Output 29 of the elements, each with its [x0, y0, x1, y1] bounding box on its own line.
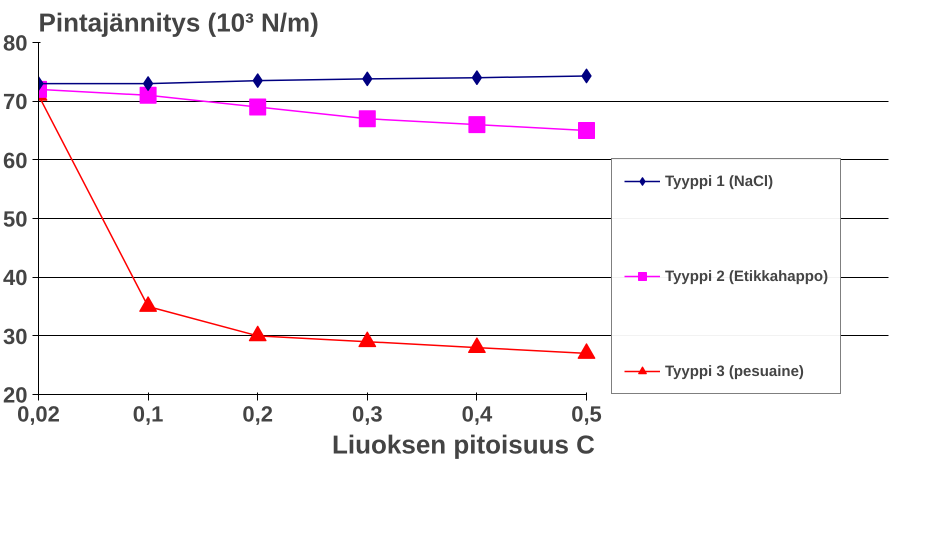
point: [578, 343, 596, 359]
point: [140, 86, 157, 104]
x-tick-label: 0,5: [571, 402, 602, 426]
point: [139, 296, 158, 312]
x-tick-label: 0,1: [132, 402, 164, 426]
point: [358, 110, 376, 128]
y-tick-label: 60: [3, 148, 28, 173]
chart-title: Pintajännitys (10³ N/m): [38, 8, 319, 38]
y-tick-label: 80: [3, 30, 28, 56]
x-tick-label: 0,3: [352, 402, 383, 426]
point: [249, 98, 266, 116]
y-tick-label: 50: [3, 206, 28, 232]
point: [248, 326, 267, 342]
point: [472, 70, 482, 86]
x-axis-title: Liuoksen pitoisuus C: [332, 430, 596, 460]
legend-label: Tyyppi 3 (pesuaine): [665, 362, 804, 380]
y-tick-label: 70: [3, 89, 28, 114]
legend-label: Tyyppi 1 (NaCl): [665, 172, 774, 190]
y-tick-label: 30: [3, 324, 28, 349]
point: [468, 337, 486, 353]
point: [468, 116, 486, 134]
x-tick-label: 0,2: [242, 402, 273, 426]
x-tick-label: 0,4: [462, 402, 493, 426]
point: [578, 122, 595, 139]
legend-label: Tyyppi 2 (Etikkahappo): [665, 268, 828, 284]
point: [581, 68, 592, 84]
point: [358, 331, 376, 348]
y-tick-label: 40: [3, 265, 28, 290]
point: [142, 76, 154, 92]
